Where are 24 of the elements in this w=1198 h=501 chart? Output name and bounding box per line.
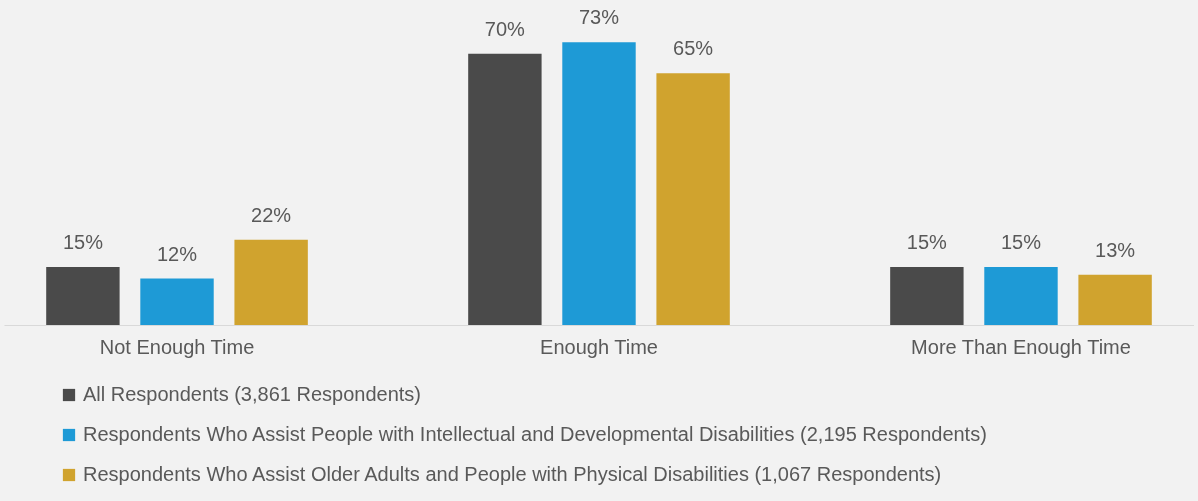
- legend-label: All Respondents (3,861 Respondents): [83, 383, 421, 405]
- x-tick-label: More Than Enough Time: [911, 335, 1131, 358]
- data-label: 70%: [484, 17, 526, 40]
- bar: [468, 53, 542, 325]
- bar: [140, 278, 214, 325]
- data-label: 15%: [62, 230, 104, 253]
- data-label: 22%: [251, 203, 292, 226]
- bar: [46, 266, 120, 325]
- data-label: 65%: [673, 37, 714, 60]
- bar: [234, 239, 308, 325]
- data-label: 15%: [1000, 230, 1042, 253]
- data-label: 15%: [906, 230, 948, 253]
- bar: [890, 266, 964, 325]
- legend-label: Respondents Who Assist Older Adults and People with Physical Disabilities (1,067 Respondents): [83, 463, 942, 485]
- bar: [1078, 274, 1152, 325]
- data-label: 73%: [578, 6, 620, 29]
- bar: [562, 42, 636, 325]
- data-label: 13%: [1095, 238, 1136, 261]
- x-tick-label: Enough Time: [540, 335, 658, 358]
- data-label: 12%: [157, 242, 198, 265]
- bar: [984, 266, 1058, 325]
- legend-label: Respondents Who Assist People with Intellectual and Developmental Disabilities (2,195 Respondents): [83, 423, 987, 445]
- bar: [656, 73, 730, 325]
- x-tick-label: Not Enough Time: [99, 335, 255, 358]
